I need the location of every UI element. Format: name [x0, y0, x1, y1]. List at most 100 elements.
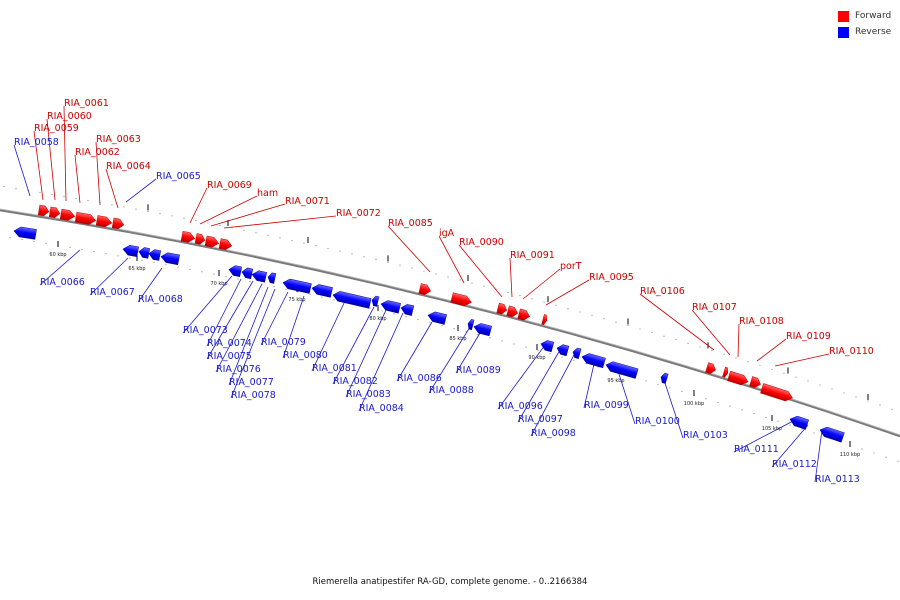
gene-label-ria-0098[interactable]: RIA_0098 [531, 428, 576, 439]
gene-label-ria-0110[interactable]: RIA_0110 [829, 346, 874, 357]
gene-arrow-reverse[interactable] [818, 425, 845, 443]
gene-label-ham[interactable]: ham [257, 188, 278, 199]
gene-label-ria-0060[interactable]: RIA_0060 [47, 111, 92, 122]
gene-label-ria-0084[interactable]: RIA_0084 [359, 403, 404, 414]
gene-arrow-forward[interactable] [180, 230, 196, 243]
gene-label-ria-0097[interactable]: RIA_0097 [518, 414, 563, 425]
gene-arrow-reverse[interactable] [556, 343, 570, 357]
gene-arrow-forward[interactable] [95, 215, 113, 228]
gene-arrow-reverse[interactable] [160, 252, 180, 266]
gene-label-ria-0074[interactable]: RIA_0074 [207, 338, 252, 349]
gene-label-ria-0063[interactable]: RIA_0063 [96, 134, 141, 145]
gene-arrow-reverse[interactable] [122, 244, 139, 258]
gene-arrow-forward[interactable] [218, 238, 233, 251]
gene-arrow-reverse[interactable] [148, 249, 162, 261]
gene-arrow-forward[interactable] [496, 302, 508, 315]
gene-arrow-reverse[interactable] [605, 360, 639, 379]
gene-arrow-reverse[interactable] [467, 319, 475, 331]
gene-label-ria-0095[interactable]: RIA_0095 [589, 272, 634, 283]
gene-label-ria-0082[interactable]: RIA_0082 [333, 376, 378, 387]
gene-arrow-forward[interactable] [517, 308, 531, 321]
gene-arrow-forward[interactable] [74, 211, 97, 225]
gene-label-ria-0081[interactable]: RIA_0081 [312, 363, 357, 374]
gene-label-ria-0109[interactable]: RIA_0109 [786, 331, 831, 342]
gene-label-ria-0066[interactable]: RIA_0066 [40, 277, 85, 288]
gene-label-ria-0091[interactable]: RIA_0091 [510, 250, 555, 261]
gene-arrow-forward[interactable] [37, 204, 50, 217]
gene-label-ria-0059[interactable]: RIA_0059 [34, 123, 79, 134]
gene-arrow-reverse[interactable] [311, 283, 333, 298]
gene-arrow-forward[interactable] [760, 383, 794, 403]
gene-arrow-forward[interactable] [727, 370, 750, 387]
gene-arrow-forward[interactable] [204, 235, 220, 248]
gene-arrow-reverse[interactable] [581, 352, 606, 369]
gene-arrow-forward[interactable] [59, 208, 76, 221]
gene-label-iga[interactable]: igA [439, 228, 455, 239]
legend-reverse-swatch [838, 26, 849, 38]
gene-label-ria-0113[interactable]: RIA_0113 [815, 474, 860, 485]
gene-label-ria-0067[interactable]: RIA_0067 [90, 287, 135, 298]
gene-arrow-reverse[interactable] [241, 267, 254, 280]
gene-label-ria-0096[interactable]: RIA_0096 [498, 401, 543, 412]
gene-arrow-reverse[interactable] [572, 347, 582, 359]
gene-label-ria-0058[interactable]: RIA_0058 [14, 137, 59, 148]
gene-label-ria-0076[interactable]: RIA_0076 [216, 364, 261, 375]
leader-line [517, 349, 561, 423]
gene-arrow-reverse[interactable] [13, 226, 37, 240]
gene-label-ria-0088[interactable]: RIA_0088 [429, 385, 474, 396]
gene-arrow-reverse[interactable] [540, 339, 555, 353]
gene-arrow-reverse[interactable] [332, 290, 372, 309]
gene-arrow-reverse[interactable] [138, 247, 151, 259]
gene-label-ria-0100[interactable]: RIA_0100 [635, 416, 680, 427]
gene-label-ria-0107[interactable]: RIA_0107 [692, 302, 737, 313]
gene-label-port[interactable]: porT [560, 261, 582, 272]
gene-arrow-reverse[interactable] [788, 414, 809, 430]
gene-label-ria-0065[interactable]: RIA_0065 [156, 171, 201, 182]
ring-dot-outer [219, 224, 221, 226]
gene-arrow-reverse[interactable] [282, 278, 312, 294]
gene-label-ria-0077[interactable]: RIA_0077 [229, 377, 274, 388]
gene-label-ria-0099[interactable]: RIA_0099 [584, 400, 629, 411]
gene-arrow-reverse[interactable] [473, 322, 493, 337]
gene-label-ria-0112[interactable]: RIA_0112 [772, 459, 817, 470]
gene-label-ria-0075[interactable]: RIA_0075 [207, 351, 252, 362]
gene-arrow-forward[interactable] [450, 292, 473, 308]
gene-label-ria-0073[interactable]: RIA_0073 [183, 325, 228, 336]
gene-label-ria-0089[interactable]: RIA_0089 [456, 365, 501, 376]
gene-label-ria-0068[interactable]: RIA_0068 [138, 294, 183, 305]
gene-arrow-reverse[interactable] [228, 265, 243, 278]
gene-arrow-reverse[interactable] [427, 310, 447, 325]
gene-arrow-forward[interactable] [506, 305, 519, 318]
gene-arrow-reverse[interactable] [267, 272, 277, 284]
gene-arrow-forward[interactable] [111, 217, 125, 230]
gene-label-ria-0064[interactable]: RIA_0064 [106, 161, 151, 172]
gene-arrow-forward[interactable] [194, 233, 206, 246]
gene-label-ria-0078[interactable]: RIA_0078 [231, 390, 276, 401]
gene-label-ria-0061[interactable]: RIA_0061 [64, 98, 109, 109]
gene-arrow-reverse[interactable] [371, 295, 380, 307]
gene-arrow-forward[interactable] [749, 376, 762, 390]
gene-label-ria-0086[interactable]: RIA_0086 [397, 373, 442, 384]
gene-arrow-forward[interactable] [541, 314, 548, 326]
gene-label-ria-0069[interactable]: RIA_0069 [207, 180, 252, 191]
gene-label-ria-0079[interactable]: RIA_0079 [261, 337, 306, 348]
gene-arrow-reverse[interactable] [380, 299, 401, 314]
gene-arrow-forward[interactable] [418, 283, 432, 296]
gene-arrow-reverse[interactable] [400, 303, 415, 316]
gene-arrow-forward[interactable] [722, 366, 730, 378]
gene-label-ria-0108[interactable]: RIA_0108 [739, 316, 784, 327]
gene-label-ria-0072[interactable]: RIA_0072 [336, 208, 381, 219]
gene-label-ria-0062[interactable]: RIA_0062 [75, 147, 120, 158]
gene-label-ria-0090[interactable]: RIA_0090 [459, 237, 504, 248]
gene-label-ria-0080[interactable]: RIA_0080 [283, 350, 328, 361]
gene-label-ria-0083[interactable]: RIA_0083 [346, 389, 391, 400]
gene-label-ria-0071[interactable]: RIA_0071 [285, 196, 330, 207]
gene-arrow-forward[interactable] [48, 206, 61, 219]
gene-arrow-reverse[interactable] [251, 270, 268, 283]
gene-label-ria-0085[interactable]: RIA_0085 [388, 218, 433, 229]
gene-arrow-reverse[interactable] [660, 372, 669, 384]
gene-label-ria-0103[interactable]: RIA_0103 [683, 430, 728, 441]
gene-label-ria-0111[interactable]: RIA_0111 [734, 444, 779, 455]
gene-arrow-forward[interactable] [705, 362, 718, 375]
gene-label-ria-0106[interactable]: RIA_0106 [640, 286, 685, 297]
